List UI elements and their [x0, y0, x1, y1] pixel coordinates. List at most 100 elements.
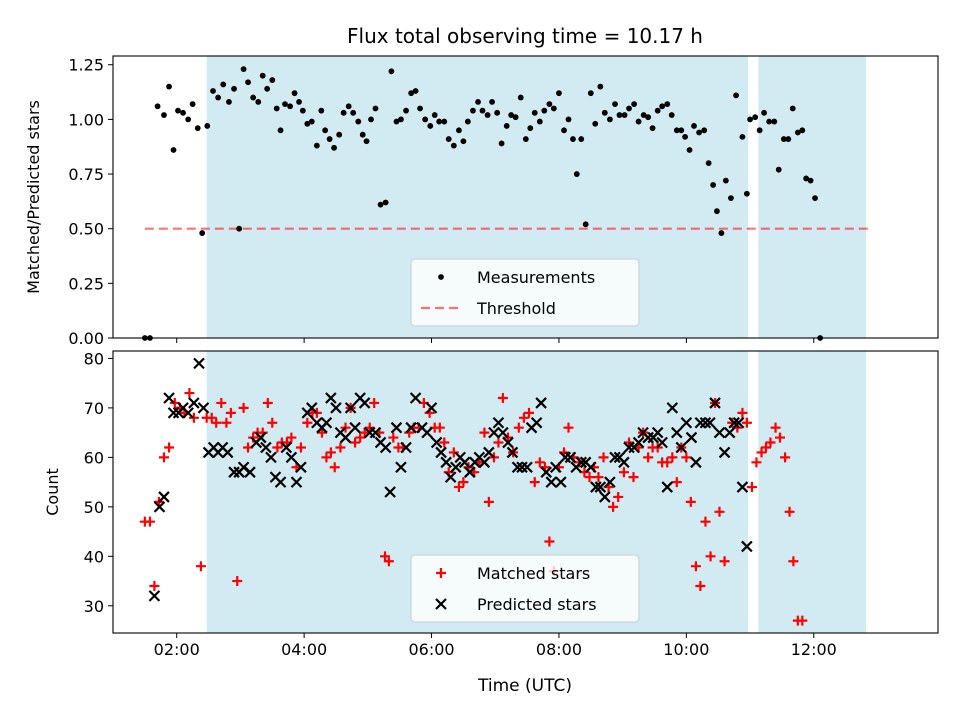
- measurement-point: [398, 116, 404, 123]
- y-tick-label: 0.75: [68, 165, 104, 184]
- measurement-point: [710, 182, 717, 188]
- matched-star-point: [232, 576, 243, 587]
- matched-star-point: [184, 388, 195, 399]
- measurement-point: [287, 103, 294, 110]
- matched-star-point: [671, 477, 682, 488]
- predicted-star-point: [564, 451, 577, 464]
- matched-star-point: [518, 412, 529, 423]
- measurement-point: [691, 123, 697, 129]
- predicted-star-point: [197, 402, 210, 414]
- observing-interval: [758, 351, 867, 633]
- legend-box: [410, 554, 640, 623]
- predicted-star-point: [188, 397, 200, 409]
- measurement-point: [368, 116, 374, 123]
- predicted-star-point: [656, 436, 668, 449]
- measurement-point: [445, 136, 452, 142]
- predicted-star-point: [516, 461, 528, 474]
- predicted-star-point: [642, 431, 654, 444]
- measurement-point: [185, 116, 192, 123]
- predicted-star-point: [379, 441, 392, 454]
- measurement-point: [570, 136, 576, 142]
- x-axis-label: Time (UTC): [477, 676, 572, 696]
- matched-star-point: [164, 442, 175, 453]
- matched-star-point: [534, 457, 545, 468]
- matched-star-point: [690, 561, 701, 572]
- y-axis-label: Count: [43, 468, 62, 516]
- measurement-point: [807, 177, 814, 184]
- predicted-star-point: [430, 436, 443, 449]
- measurement-point: [441, 118, 448, 125]
- measurement-point: [565, 116, 572, 123]
- measurement-point: [503, 123, 510, 129]
- matched-star-point: [760, 442, 771, 453]
- predicted-star-point: [609, 451, 621, 464]
- measurement-point: [654, 107, 661, 114]
- predicted-star-point: [718, 446, 731, 459]
- legend-label: Measurements: [477, 268, 595, 287]
- measurement-point: [226, 99, 232, 105]
- measurement-point: [204, 123, 211, 129]
- matched-star-point: [340, 422, 351, 433]
- matched-star-point: [369, 397, 380, 408]
- measurement-point: [363, 138, 370, 145]
- matched-star-point: [383, 556, 394, 567]
- measurement-point: [359, 131, 366, 138]
- predicted-star-point: [221, 446, 234, 459]
- x-tick-label: 04:00: [281, 640, 327, 659]
- predicted-star-point: [594, 481, 607, 493]
- matched-star-point: [667, 452, 678, 463]
- measurement-point: [522, 136, 529, 142]
- measurement-point: [673, 127, 680, 134]
- matched-star-point: [502, 432, 513, 443]
- matched-star-point: [695, 581, 706, 591]
- predicted-star-point: [384, 486, 396, 498]
- matched-star-point: [267, 417, 278, 428]
- predicted-star-point: [666, 402, 679, 414]
- matched-star-point: [355, 432, 366, 443]
- matched-star-point: [364, 422, 375, 433]
- measurement-point: [556, 90, 562, 97]
- predicted-star-point: [339, 431, 352, 444]
- measurement-point: [659, 103, 666, 110]
- measurement-point: [587, 90, 594, 97]
- measurement-point: [318, 107, 325, 114]
- measurement-point: [718, 230, 725, 236]
- measurement-point: [269, 77, 276, 83]
- matched-star-point: [439, 437, 450, 448]
- predicted-star-point: [704, 416, 716, 429]
- measurement-point: [678, 127, 685, 134]
- measurement-point: [322, 127, 329, 134]
- predicted-star-point: [604, 476, 616, 488]
- matched-star-point: [770, 422, 781, 433]
- predicted-star-point: [344, 402, 357, 414]
- measurement-point: [355, 118, 362, 125]
- measurement-point: [403, 107, 409, 114]
- measurement-point: [752, 114, 759, 121]
- matched-star-point: [458, 477, 469, 488]
- measurement-point: [154, 103, 161, 110]
- measurement-point: [431, 112, 438, 118]
- predicted-star-point: [274, 476, 287, 488]
- predicted-star-point: [535, 397, 547, 409]
- predicted-star-point: [488, 426, 500, 439]
- y-tick-label: 60: [84, 448, 104, 467]
- measurement-point: [189, 101, 196, 107]
- measurement-point: [775, 166, 782, 173]
- measurement-point: [621, 112, 628, 118]
- matched-star-point: [335, 442, 346, 453]
- matched-star-point: [144, 516, 155, 527]
- predicted-star-point: [483, 446, 495, 459]
- predicted-star-point: [390, 421, 403, 434]
- predicted-star-point: [182, 407, 194, 419]
- y-axis-label: Matched/Predicted stars: [24, 100, 43, 294]
- axes-frame: [112, 350, 939, 634]
- measurement-point: [220, 81, 227, 88]
- measurement-point: [649, 125, 656, 132]
- matched-star-point: [788, 556, 799, 567]
- matched-star-point: [359, 427, 370, 438]
- matched-star-point: [448, 447, 459, 458]
- measurement-point: [277, 127, 284, 134]
- measurement-point: [785, 136, 792, 142]
- predicted-star-point: [325, 392, 337, 404]
- predicted-star-point: [728, 416, 740, 429]
